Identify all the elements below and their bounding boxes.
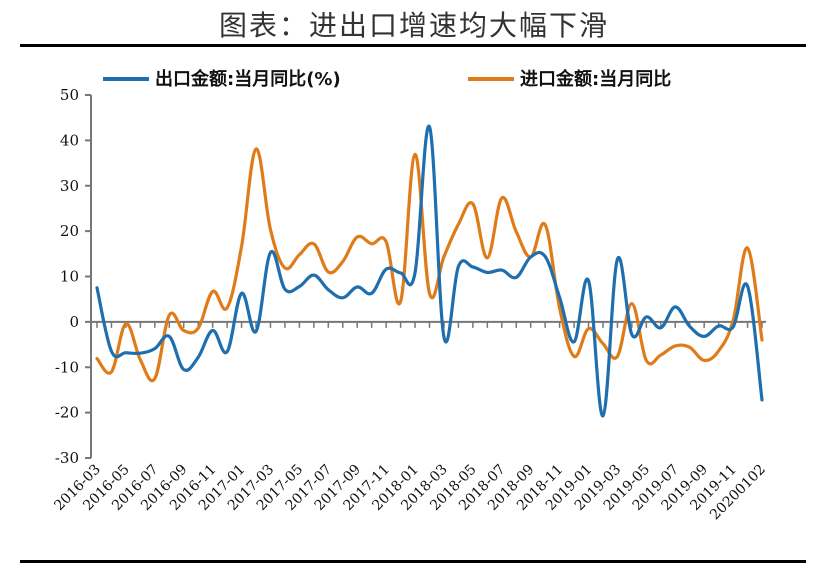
chart-series-lines — [95, 124, 764, 418]
y-tick-label: 10 — [60, 268, 79, 286]
y-tick-label: 30 — [60, 177, 79, 195]
legend-label-import: 进口金额:当月同比 — [520, 68, 671, 90]
import-series-line — [95, 147, 764, 383]
x-axis-tick-labels: 2016-032016-052016-072016-092016-112017-… — [51, 462, 768, 524]
y-tick-label: 40 — [60, 131, 79, 149]
y-tick-label: -30 — [55, 449, 79, 467]
chart-title: 图表：进出口增速均大幅下滑 — [218, 9, 609, 42]
legend-label-export: 出口金额:当月同比(%) — [155, 68, 341, 90]
y-tick-label: 20 — [60, 222, 79, 240]
y-tick-label: -20 — [55, 404, 79, 422]
y-tick-label: -10 — [55, 358, 79, 376]
title-divider — [20, 44, 806, 47]
bottom-divider — [20, 560, 806, 563]
y-tick-label: 0 — [69, 313, 79, 331]
y-axis-tick-labels: 50 40 30 20 10 0 -10 -20 -30 — [55, 86, 79, 467]
chart-legend: 出口金额:当月同比(%) 进口金额:当月同比 — [103, 68, 671, 90]
export-series-line — [95, 124, 764, 418]
y-tick-label: 50 — [60, 86, 79, 104]
